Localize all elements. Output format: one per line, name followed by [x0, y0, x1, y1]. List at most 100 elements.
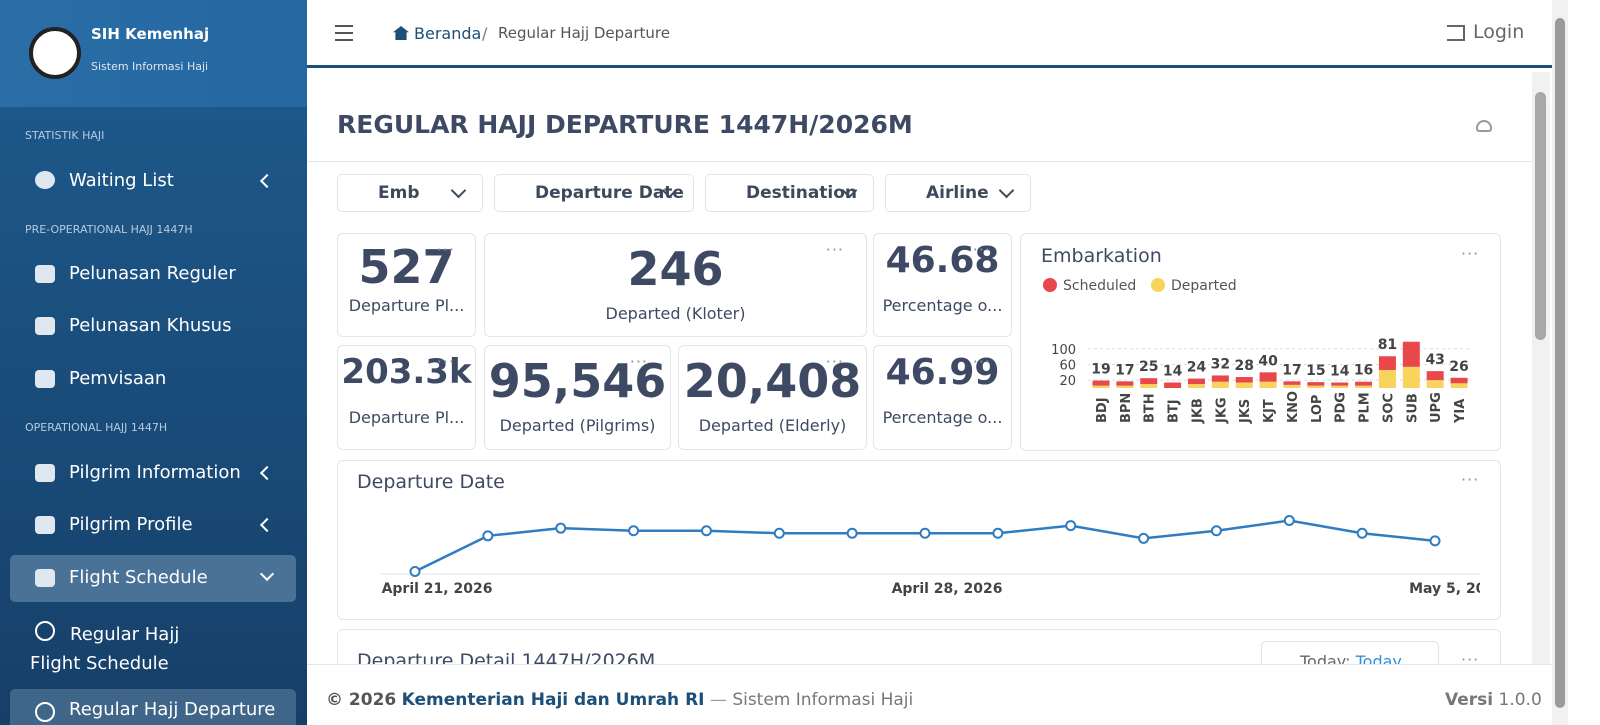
icon [35, 621, 55, 641]
x-tick-label: SOC [1381, 393, 1396, 423]
x-tick-label: YIA [1453, 399, 1468, 424]
nav-item[interactable]: Pemvisaan [69, 368, 167, 389]
point [628, 525, 640, 537]
x-tick-label: KNO [1286, 391, 1301, 423]
x-axis-labels: April 21, 2026 April 28, 2026 May 5, 2026 [382, 581, 1480, 597]
nav-item[interactable]: Waiting List [69, 170, 174, 191]
nav-item[interactable]: Pelunasan Khusus [69, 315, 232, 336]
y-tick-label: 20 [1059, 374, 1076, 389]
footer-text: © 2026 Kementerian Haji dan Umrah RI — S… [326, 690, 913, 710]
bar-segment [1235, 382, 1253, 388]
menu-dots[interactable]: ··· [825, 352, 844, 371]
data-label: 14 [1163, 364, 1183, 380]
filter[interactable]: Departure Date [494, 174, 694, 212]
section-label: OPERATIONAL HAJJ 1447H [25, 421, 168, 434]
breadcrumb-current: Regular Hajj Departure [498, 24, 670, 42]
stat-card: 46.99 Percentage o... ··· [873, 345, 1012, 450]
point [1210, 525, 1222, 537]
point [919, 527, 931, 539]
bar-segment [1235, 377, 1253, 383]
bar-segment [1092, 385, 1110, 388]
menu-toggle[interactable] [335, 25, 353, 27]
data-label: 43 [1425, 352, 1444, 368]
stat-value: 46.68 [885, 240, 1000, 281]
bar-segment [1402, 366, 1420, 388]
x-tick-label: LOP [1310, 395, 1325, 423]
menu-dots[interactable]: ··· [436, 352, 455, 371]
data-label: 17 [1282, 362, 1301, 378]
stat-value: 20,408 [683, 354, 862, 408]
point [773, 527, 785, 539]
download-icon[interactable] [1476, 120, 1492, 132]
icon [35, 464, 55, 482]
point [846, 527, 858, 539]
nav-item[interactable]: Regular Hajj Departure [69, 699, 276, 720]
bar-segment [1283, 384, 1301, 388]
point [1283, 515, 1295, 527]
data-label: 25 [1139, 359, 1158, 375]
bar-segment [1259, 372, 1277, 382]
menu-dots[interactable]: ··· [1461, 244, 1480, 263]
point [1138, 532, 1150, 544]
bar-segment [1140, 384, 1158, 388]
x-tick-label: KJT [1262, 399, 1277, 423]
stat-label: Departed (Elderly) [698, 416, 847, 435]
nav-item[interactable]: Regular Hajj Flight Schedule [30, 624, 180, 674]
active-item [10, 689, 296, 725]
bar-segment [1283, 381, 1301, 385]
stat-card: 246 Departed (Kloter) ··· [484, 233, 867, 337]
filter[interactable]: Airline [885, 174, 1031, 212]
nav-item[interactable]: Pilgrim Profile [69, 514, 193, 535]
icon [35, 702, 55, 722]
data-label: 28 [1234, 358, 1253, 374]
x-tick-label: April 21, 2026 [382, 581, 493, 597]
data-label: 81 [1378, 337, 1397, 353]
menu-dots[interactable]: ··· [825, 240, 844, 259]
bar-segment [1187, 378, 1205, 385]
menu-dots[interactable]: ··· [972, 240, 991, 259]
departure-date-card [337, 460, 1501, 620]
bar-segment [1164, 382, 1182, 388]
chart-title: Departure Date [357, 471, 505, 493]
scroll-thumb[interactable] [1535, 92, 1546, 340]
menu-dots[interactable]: ··· [436, 240, 455, 259]
stat-card: 46.68 Percentage o... ··· [873, 233, 1012, 337]
version: Versi 1.0.0 [1445, 690, 1542, 710]
x-tick-label: BTJ [1167, 399, 1182, 423]
icon [35, 265, 55, 283]
point [409, 565, 421, 577]
stat-label: Departure Pl... [348, 408, 465, 427]
scrollbar[interactable] [1552, 0, 1568, 725]
data-label: 32 [1211, 356, 1230, 372]
bar-segment [1402, 341, 1420, 367]
stat-label: Departed (Kloter) [605, 304, 746, 323]
filter[interactable]: Emb [337, 174, 483, 212]
legend-label: Departed [1171, 278, 1237, 294]
data-label: 15 [1306, 363, 1325, 379]
bar-segment [1140, 378, 1158, 385]
active-item [10, 555, 296, 602]
icon [35, 171, 55, 189]
stat-value: 527 [358, 240, 455, 294]
nav-item[interactable]: Flight Schedule [69, 567, 208, 588]
icon [35, 370, 55, 388]
menu-dots[interactable]: ··· [629, 352, 648, 371]
bar-segment [1331, 385, 1349, 388]
brand-subtitle: Sistem Informasi Haji [91, 60, 209, 73]
scroll-thumb[interactable] [1555, 18, 1565, 708]
embarkation-card [1020, 233, 1501, 451]
login[interactable]: Login [1473, 21, 1525, 43]
breadcrumb-link[interactable]: Beranda [414, 24, 482, 43]
menu-dots[interactable]: ··· [1461, 470, 1480, 489]
menu-dots[interactable]: ··· [972, 352, 991, 371]
brand-title: SIH Kemenhaj [91, 25, 210, 43]
icon [35, 516, 55, 534]
scrollbar[interactable] [1532, 72, 1550, 664]
filter[interactable]: Destination [705, 174, 874, 212]
breadcrumb-separator: / [482, 24, 488, 43]
point [1065, 520, 1077, 532]
nav-item[interactable]: Pelunasan Reguler [69, 263, 236, 284]
login-icon [1447, 25, 1465, 41]
nav-item[interactable]: Pilgrim Information [69, 462, 241, 483]
